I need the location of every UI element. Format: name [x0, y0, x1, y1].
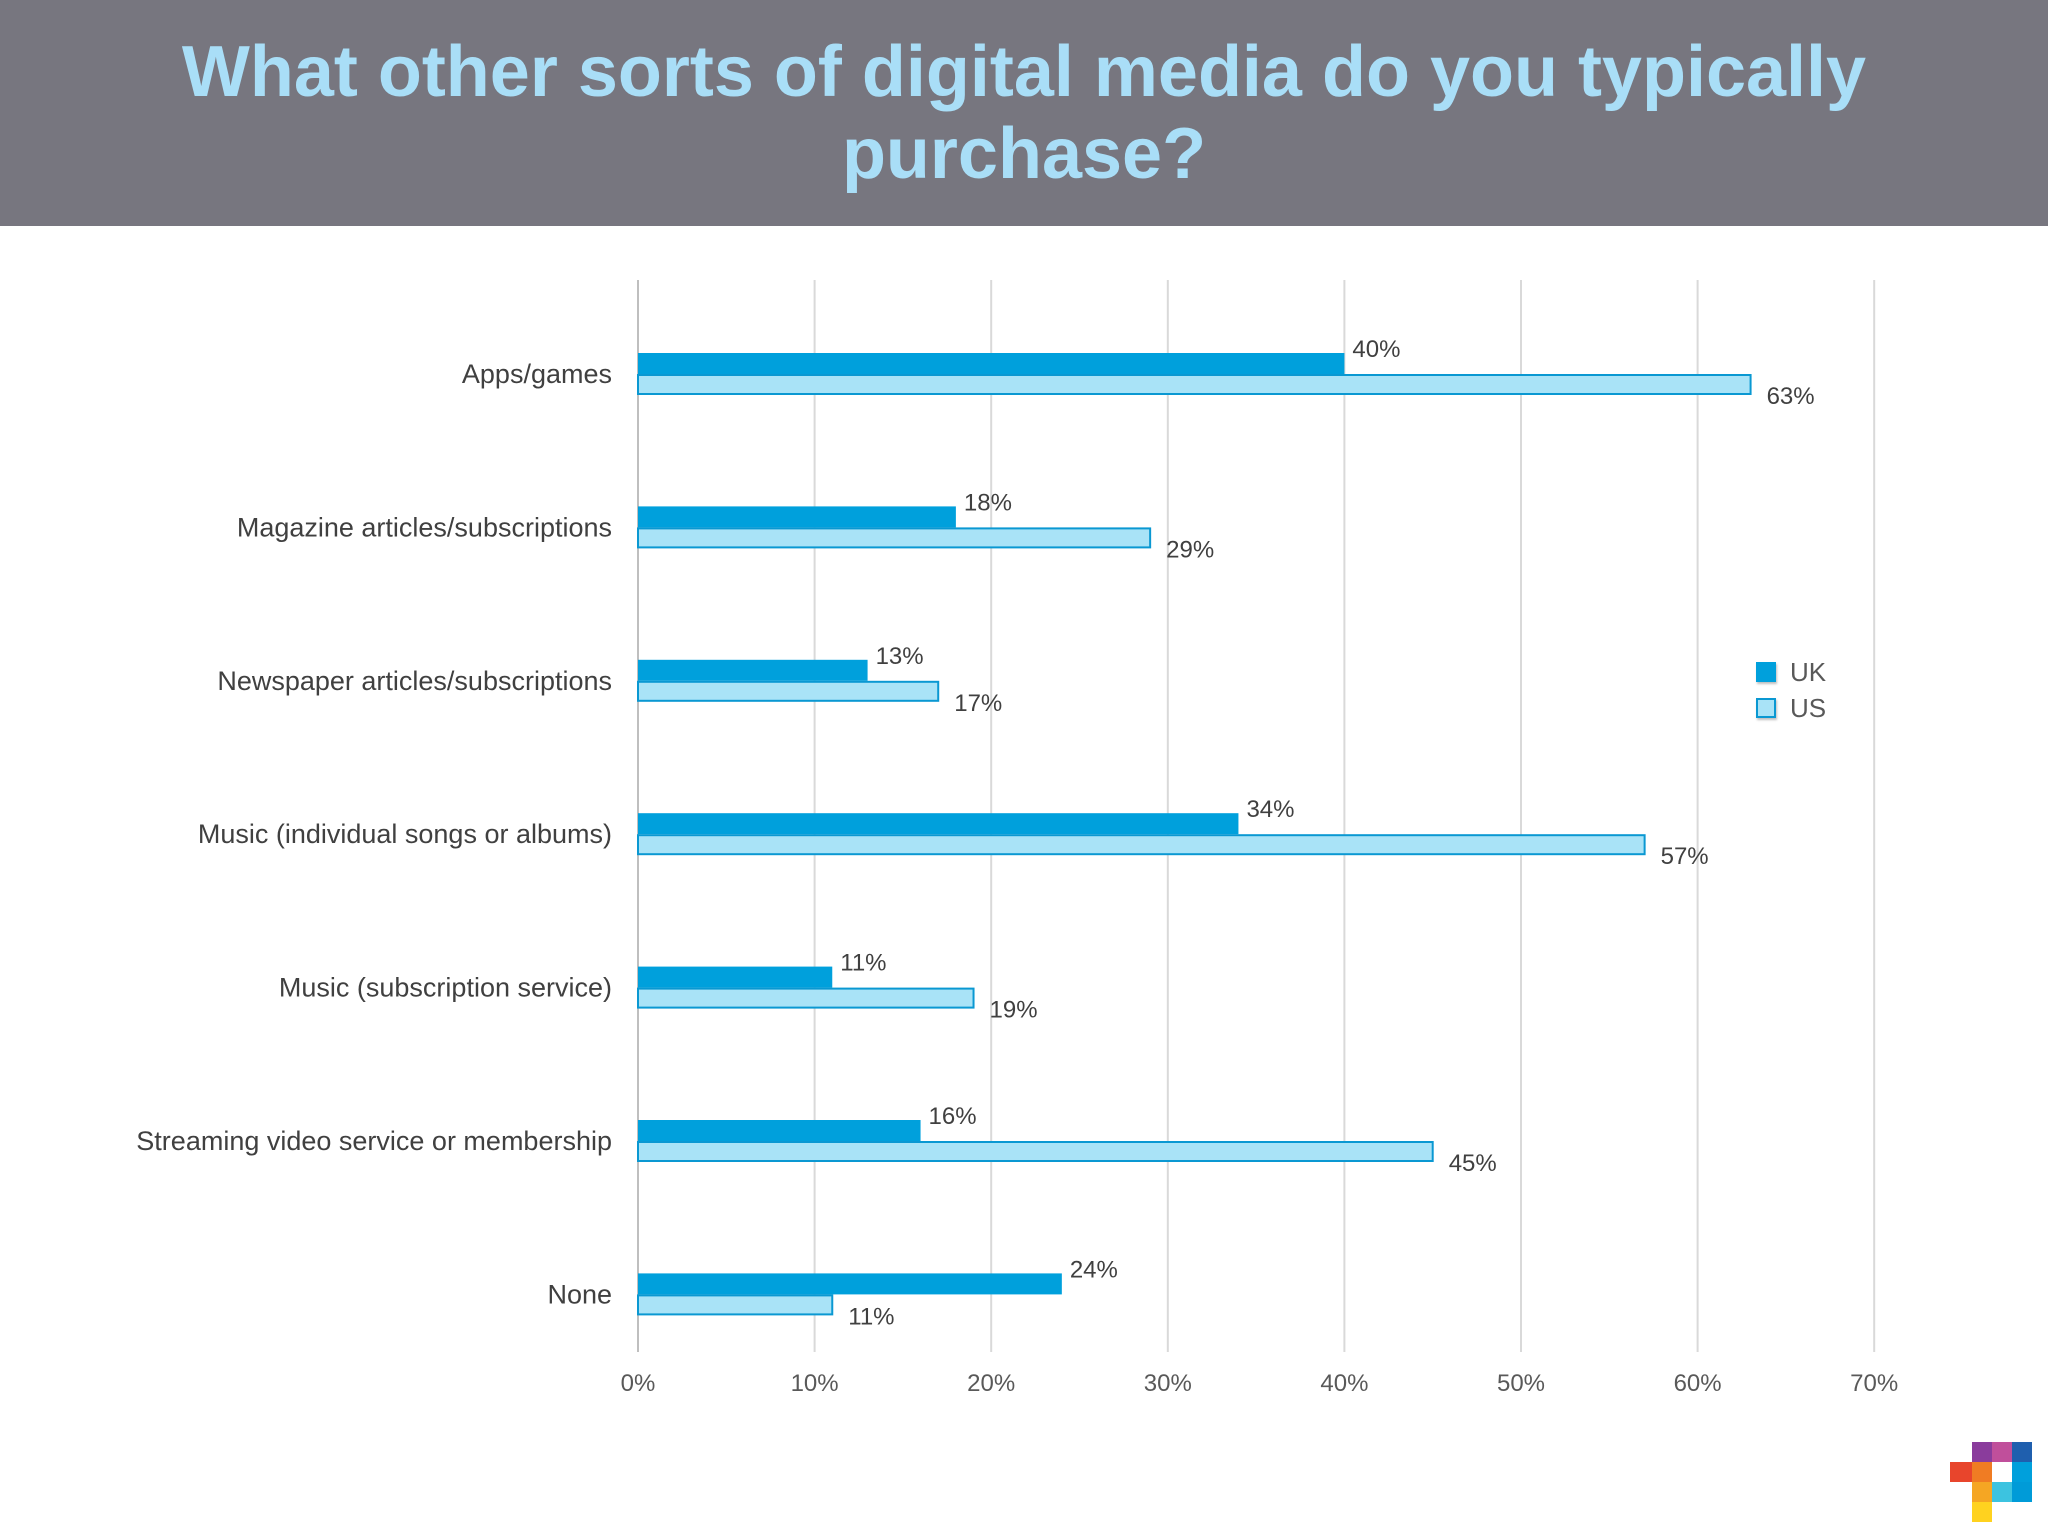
- x-tick-label: 10%: [791, 1370, 839, 1397]
- bar-uk: [638, 1120, 921, 1141]
- slide-header: What other sorts of digital media do you…: [0, 0, 2048, 226]
- data-label-us: 57%: [1661, 843, 1709, 870]
- legend-label-us: US: [1790, 692, 1827, 723]
- x-tick-label: 20%: [967, 1370, 1015, 1397]
- bar-us: [637, 527, 1152, 549]
- x-tick-label: 60%: [1674, 1370, 1722, 1397]
- legend-swatch-us: [1756, 698, 1776, 718]
- bar-us: [637, 834, 1646, 856]
- bar-chart: 0% 10% 20% 30% 40% 50% 60% 70% Apps/games 40% 63% M…: [136, 280, 1898, 1397]
- data-label-us: 17%: [954, 690, 1002, 717]
- category-label: Music (individual songs or albums): [198, 819, 612, 849]
- data-label-us: 29%: [1166, 536, 1214, 563]
- data-label-uk: 18%: [964, 489, 1012, 516]
- data-label-uk: 16%: [929, 1103, 977, 1130]
- bar-us: [637, 987, 975, 1009]
- data-label-us: 63%: [1767, 383, 1815, 410]
- data-label-uk: 13%: [876, 643, 924, 670]
- category-label: Apps/games: [462, 359, 612, 389]
- category-label: Newspaper articles/subscriptions: [217, 666, 612, 696]
- bar-uk: [638, 1273, 1062, 1295]
- x-tick-label: 30%: [1144, 1370, 1192, 1397]
- bar-us: [637, 680, 940, 702]
- data-label-us: 11%: [848, 1303, 894, 1330]
- bar-us: [637, 1294, 834, 1316]
- x-tick-label: 70%: [1850, 1370, 1898, 1397]
- bar-uk: [638, 659, 868, 681]
- bar-uk: [638, 353, 1345, 374]
- bar-us: [637, 1141, 1434, 1162]
- legend-item-uk: UK: [1756, 654, 1826, 690]
- x-tick-label: 50%: [1497, 1370, 1545, 1397]
- bar-uk: [638, 506, 956, 528]
- legend-item-us: US: [1756, 690, 1826, 726]
- chart-legend: UK US: [1756, 654, 1826, 726]
- x-tick-label: 0%: [621, 1370, 656, 1397]
- data-label-uk: 34%: [1246, 796, 1294, 823]
- category-label: Magazine articles/subscriptions: [237, 512, 612, 542]
- data-label-uk: 24%: [1070, 1256, 1118, 1283]
- chart-title: What other sorts of digital media do you…: [181, 32, 1867, 194]
- x-tick-label: 40%: [1320, 1370, 1368, 1397]
- data-label-us: 19%: [990, 997, 1038, 1024]
- category-label: Music (subscription service): [279, 973, 612, 1003]
- category-label: Streaming video service or membership: [136, 1126, 612, 1156]
- data-label-uk: 11%: [840, 950, 886, 977]
- brand-logo-icon: [1950, 1442, 2032, 1522]
- data-label-uk: 40%: [1352, 336, 1400, 363]
- legend-swatch-uk: [1756, 662, 1776, 682]
- legend-label-uk: UK: [1790, 656, 1827, 687]
- data-label-us: 45%: [1449, 1150, 1497, 1177]
- category-label: None: [547, 1279, 612, 1309]
- bar-us: [637, 374, 1752, 395]
- bar-uk: [638, 966, 833, 988]
- bar-uk: [638, 813, 1239, 835]
